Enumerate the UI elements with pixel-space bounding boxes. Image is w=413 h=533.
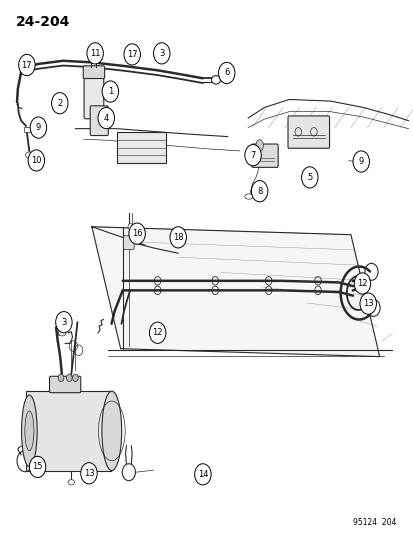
Text: 14: 14 bbox=[197, 470, 208, 479]
FancyBboxPatch shape bbox=[123, 236, 134, 249]
Circle shape bbox=[102, 81, 118, 102]
FancyBboxPatch shape bbox=[251, 144, 278, 167]
Circle shape bbox=[72, 374, 78, 382]
Text: 15: 15 bbox=[32, 463, 43, 471]
Circle shape bbox=[28, 150, 45, 171]
Circle shape bbox=[244, 144, 261, 166]
Text: 4: 4 bbox=[103, 114, 109, 123]
Ellipse shape bbox=[244, 194, 252, 199]
Circle shape bbox=[170, 227, 186, 248]
Text: 24-204: 24-204 bbox=[16, 14, 70, 29]
Ellipse shape bbox=[21, 395, 37, 467]
Text: 7: 7 bbox=[250, 151, 255, 160]
Circle shape bbox=[354, 273, 370, 294]
Ellipse shape bbox=[25, 411, 34, 451]
Circle shape bbox=[352, 151, 368, 172]
Ellipse shape bbox=[128, 223, 133, 230]
Circle shape bbox=[128, 223, 145, 244]
Text: 1: 1 bbox=[107, 87, 113, 96]
Ellipse shape bbox=[353, 158, 362, 165]
Polygon shape bbox=[92, 227, 379, 357]
Text: 17: 17 bbox=[126, 50, 137, 59]
Circle shape bbox=[149, 322, 166, 343]
Text: 10: 10 bbox=[31, 156, 41, 165]
Text: 13: 13 bbox=[83, 469, 94, 478]
Circle shape bbox=[251, 181, 267, 202]
FancyBboxPatch shape bbox=[84, 75, 104, 119]
Circle shape bbox=[194, 464, 211, 485]
FancyBboxPatch shape bbox=[287, 116, 329, 148]
Circle shape bbox=[359, 293, 375, 314]
Text: 9: 9 bbox=[358, 157, 363, 166]
Circle shape bbox=[81, 463, 97, 484]
Circle shape bbox=[52, 93, 68, 114]
Text: 18: 18 bbox=[173, 233, 183, 242]
Circle shape bbox=[98, 108, 114, 128]
Circle shape bbox=[55, 312, 72, 333]
Circle shape bbox=[301, 167, 317, 188]
Circle shape bbox=[66, 374, 72, 382]
Text: 9: 9 bbox=[36, 123, 41, 132]
Ellipse shape bbox=[26, 152, 33, 158]
Text: 5: 5 bbox=[306, 173, 312, 182]
Circle shape bbox=[29, 456, 46, 478]
Text: 8: 8 bbox=[256, 187, 262, 196]
Ellipse shape bbox=[68, 480, 74, 485]
Bar bbox=[26, 391, 111, 471]
Text: 2: 2 bbox=[57, 99, 62, 108]
Circle shape bbox=[87, 43, 103, 64]
Ellipse shape bbox=[211, 76, 220, 84]
Ellipse shape bbox=[255, 140, 263, 151]
Text: 95124  204: 95124 204 bbox=[352, 519, 395, 527]
Text: 12: 12 bbox=[152, 328, 162, 337]
Circle shape bbox=[218, 62, 235, 84]
FancyBboxPatch shape bbox=[50, 376, 81, 393]
Circle shape bbox=[30, 117, 47, 138]
FancyBboxPatch shape bbox=[90, 106, 108, 135]
Bar bbox=[116, 132, 166, 163]
Text: 3: 3 bbox=[159, 49, 164, 58]
Ellipse shape bbox=[58, 329, 66, 336]
Circle shape bbox=[123, 44, 140, 65]
Circle shape bbox=[19, 54, 35, 76]
Circle shape bbox=[58, 374, 64, 382]
FancyBboxPatch shape bbox=[83, 66, 104, 78]
Text: 16: 16 bbox=[131, 229, 142, 238]
Circle shape bbox=[153, 43, 170, 64]
Text: 6: 6 bbox=[223, 68, 229, 77]
Text: 12: 12 bbox=[356, 279, 367, 288]
Text: 11: 11 bbox=[90, 49, 100, 58]
Bar bbox=[24, 126, 30, 132]
Text: 3: 3 bbox=[61, 318, 66, 327]
Ellipse shape bbox=[102, 391, 121, 471]
Text: 17: 17 bbox=[21, 61, 32, 69]
Text: 13: 13 bbox=[362, 299, 373, 308]
